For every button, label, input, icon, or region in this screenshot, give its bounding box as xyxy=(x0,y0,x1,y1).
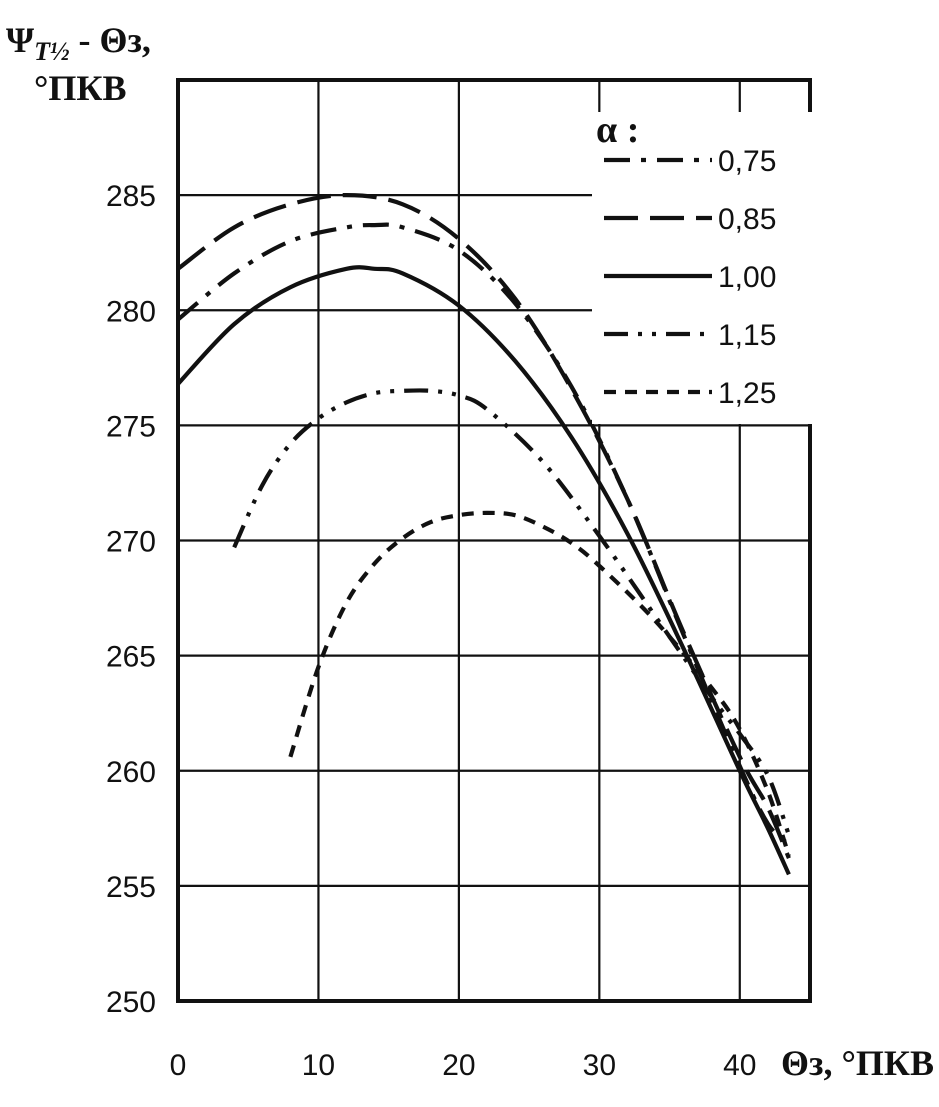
legend-label: 1,00 xyxy=(718,261,776,294)
legend-label: 1,25 xyxy=(718,377,776,410)
series-line-1-00 xyxy=(176,265,791,876)
x-tick-label: 30 xyxy=(583,1049,616,1082)
y-tick-label: 250 xyxy=(106,986,156,1019)
y-tick-label: 255 xyxy=(106,871,156,904)
y-tick-label: 275 xyxy=(106,410,156,443)
legend-label: 0,75 xyxy=(718,145,776,178)
y-axis-unit: °ПКВ xyxy=(34,68,127,108)
x-tick-label: 20 xyxy=(442,1049,475,1082)
series-line-1-25 xyxy=(288,510,791,857)
y-tick-label: 285 xyxy=(106,180,156,213)
legend-label: 1,15 xyxy=(718,319,776,352)
x-tick-label: 10 xyxy=(302,1049,335,1082)
x-tick-label: 0 xyxy=(170,1049,187,1082)
y-tick-label: 260 xyxy=(106,756,156,789)
series-line-0-85 xyxy=(176,192,791,860)
x-tick-label: 40 xyxy=(723,1049,756,1082)
series-line-1-15 xyxy=(232,388,791,836)
legend-label: 0,85 xyxy=(718,203,776,236)
axis-frame xyxy=(176,78,812,1003)
y-tick-label: 265 xyxy=(106,641,156,674)
legend: α : 0,75 0,85 1,00 1,15 1,25 xyxy=(592,109,822,424)
plot-frame xyxy=(176,78,812,1003)
x-axis-title: Θз, °ПКВ xyxy=(781,1043,934,1083)
legend-title: α : xyxy=(596,109,639,151)
legend-background xyxy=(592,112,822,424)
y-axis-title: ΨT½ - Θз, xyxy=(6,20,151,66)
tick-labels: 250 255 260 265 270 275 280 285 0 10 20 30 40 xyxy=(106,180,757,1082)
y-tick-label: 280 xyxy=(106,295,156,328)
y-tick-label: 270 xyxy=(106,526,156,559)
series-group xyxy=(176,192,791,876)
